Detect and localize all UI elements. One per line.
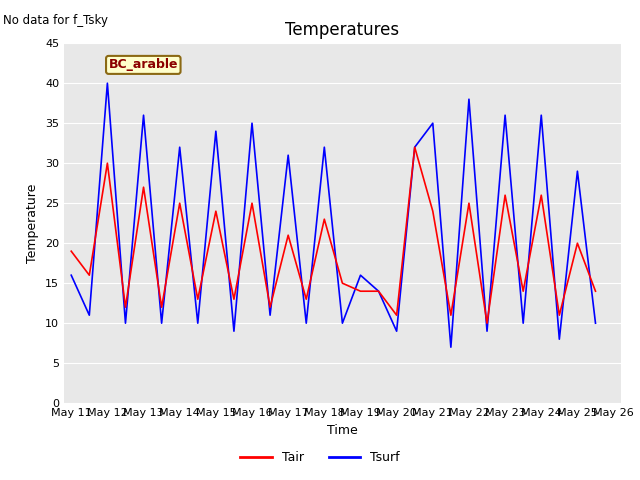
Text: BC_arable: BC_arable [109,59,178,72]
Text: No data for f_Tsky: No data for f_Tsky [3,14,108,27]
Title: Temperatures: Temperatures [285,21,399,39]
Legend: Tair, Tsurf: Tair, Tsurf [236,446,404,469]
Y-axis label: Temperature: Temperature [26,183,40,263]
X-axis label: Time: Time [327,424,358,437]
